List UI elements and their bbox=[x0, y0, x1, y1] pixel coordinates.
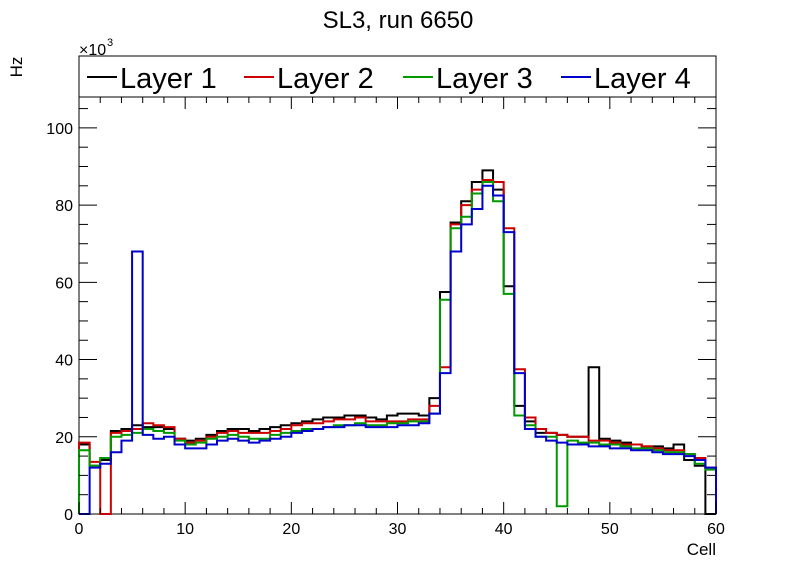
legend-box bbox=[78, 55, 717, 98]
y-tick-label: 20 bbox=[55, 430, 73, 447]
series-3-histogram bbox=[78, 180, 717, 514]
x-tick-label: 30 bbox=[389, 521, 407, 538]
legend: Layer 1 Layer 2 Layer 3 Layer 4 bbox=[78, 55, 717, 98]
series-2-histogram bbox=[78, 179, 717, 515]
y-axis-label: Hz bbox=[7, 57, 26, 78]
x-tick-label: 50 bbox=[601, 521, 619, 538]
y-tick-label: 80 bbox=[55, 198, 73, 215]
legend-label-2: Layer 2 bbox=[277, 63, 374, 95]
y-tick-label: 0 bbox=[64, 507, 73, 524]
chart-title: SL3, run 6650 bbox=[323, 7, 474, 34]
x-tick-label: 0 bbox=[75, 521, 84, 538]
legend-label-1: Layer 1 bbox=[120, 63, 217, 95]
x-axis-ticks: 0 10 20 30 40 50 60 bbox=[75, 97, 725, 538]
series-4-histogram bbox=[79, 184, 717, 515]
x-tick-label: 20 bbox=[282, 521, 300, 538]
legend-label-4: Layer 4 bbox=[594, 63, 691, 95]
y-axis-multiplier-exponent: 3 bbox=[107, 37, 113, 49]
series-group bbox=[78, 169, 717, 515]
x-axis-label: Cell bbox=[687, 540, 716, 559]
x-tick-label: 40 bbox=[495, 521, 513, 538]
x-tick-label: 60 bbox=[707, 521, 725, 538]
y-tick-label: 40 bbox=[55, 353, 73, 370]
x-tick-label: 10 bbox=[176, 521, 194, 538]
y-axis-ticks: 0 20 40 60 80 100 bbox=[46, 108, 716, 524]
y-axis-multiplier: ×10 bbox=[79, 42, 106, 59]
legend-label-3: Layer 3 bbox=[436, 63, 533, 95]
y-tick-label: 100 bbox=[46, 121, 73, 138]
y-tick-label: 60 bbox=[55, 275, 73, 292]
